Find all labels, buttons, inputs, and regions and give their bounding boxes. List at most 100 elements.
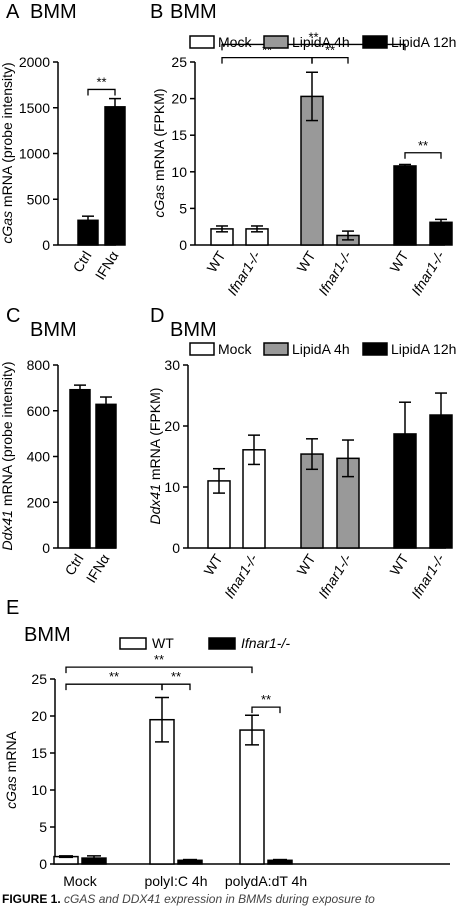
panel-e-legend-swatch [119, 637, 147, 650]
panel-a-letter: A [6, 1, 20, 23]
panel-b-significance-bracket [221, 56, 313, 64]
panel-c-y-axis-label: Ddx41 mRNA (probe intensity) [0, 361, 15, 550]
panel-b-x-tick-label: WT [203, 248, 228, 275]
panel-b-title: BMM [170, 1, 217, 23]
caption-text: cGAS and DDX41 expression in BMMs during… [64, 892, 375, 906]
panel-e-bar [149, 718, 175, 865]
panel-b-y-tick-label: 0 [179, 237, 187, 253]
panel-c-y-tick-label: 600 [27, 403, 51, 419]
panel-e-significance-bracket [251, 706, 281, 714]
panel-e-legend-swatch [208, 637, 236, 650]
panel-b-y-tick-label: 15 [171, 127, 187, 143]
panel-b-significance-label: ** [325, 43, 335, 58]
panel-b-significance-bracket [404, 152, 442, 159]
panel-a-y-tick-label: 2000 [19, 54, 50, 70]
panel-a-x-tick-label: IFNα [92, 248, 122, 282]
panel-d-x-tick-label: Ifnar1-/- [315, 551, 355, 601]
panel-a-y-axis-label: cGas mRNA (probe intensity) [0, 62, 15, 243]
panel-b-significance-label: ** [308, 29, 318, 44]
figure-caption: FIGURE 1. cGAS and DDX41 expression in B… [2, 892, 375, 906]
panel-d-bar [393, 433, 417, 549]
panel-d-legend-swatch [263, 342, 289, 356]
panel-e-y-axis-label: cGas mRNA [3, 730, 19, 808]
panel-a-title: BMM [30, 1, 77, 23]
panel-e-title: BMM [24, 624, 71, 646]
panel-a-significance-bracket [87, 88, 116, 96]
panel-b-y-axis-label: cGas mRNA (FPKM) [151, 88, 167, 217]
panel-d-letter: D [150, 305, 164, 327]
panel-b-legend-label: LipidA 12h [391, 34, 456, 50]
panel-e-y-tick-label: 20 [31, 708, 47, 724]
panel-e-significance-bracket [65, 683, 163, 691]
panel-a-y-tick-label: 1000 [19, 146, 50, 162]
panel-c-y-tick-label: 400 [27, 449, 51, 465]
panel-b-legend-label: LipidA 4h [292, 34, 350, 50]
panel-e-significance-label: ** [171, 669, 181, 684]
panel-e-y-tick-label: 15 [31, 745, 47, 761]
panel-e-y-tick-label: 0 [39, 856, 47, 872]
panel-d-y-axis-label: Ddx41 mRNA (FPKM) [147, 388, 163, 525]
panel-b-bar [393, 165, 417, 246]
panel-b-y-tick-label: 5 [179, 200, 187, 216]
panel-e-x-tick-label: polydA:dT 4h [225, 873, 307, 889]
panel-e-significance-label: ** [154, 652, 164, 667]
panel-b-y-tick-label: 10 [171, 164, 187, 180]
panel-b-significance-bracket [221, 43, 406, 51]
panel-e-significance-bracket [65, 666, 253, 674]
panel-d-legend-label: LipidA 4h [292, 341, 350, 357]
panel-d-x-tick-label: WT [293, 551, 318, 578]
panel-b-x-tick-label: WT [386, 248, 411, 275]
panel-c-y-tick-label: 0 [42, 540, 50, 556]
panel-a-y-tick-label: 0 [42, 237, 50, 253]
panel-d-legend-swatch [189, 342, 215, 356]
panel-b-y-tick-label: 20 [171, 91, 187, 107]
panel-e-y-tick-label: 25 [31, 671, 47, 687]
panel-c-letter: C [6, 305, 20, 327]
panel-c-bar [95, 403, 117, 549]
panel-b-legend-swatch [189, 35, 215, 49]
panel-e-significance-bracket [161, 683, 191, 691]
panel-d-x-tick-label: Ifnar1-/- [221, 551, 261, 601]
panel-d-legend-swatch [362, 342, 388, 356]
panel-a-x-tick-label: Ctrl [69, 248, 94, 275]
panel-d-legend-label: Mock [218, 341, 252, 357]
panel-e-x-tick-label: polyI:C 4h [144, 873, 207, 889]
panel-b-significance-bracket [311, 56, 349, 64]
panel-d-x-tick-label: Ifnar1-/- [408, 551, 448, 601]
panel-b-x-tick-label: Ifnar1-/- [315, 248, 355, 298]
caption-label: FIGURE 1. [2, 892, 61, 906]
panel-e-letter: E [6, 597, 19, 619]
panel-a-bar [77, 219, 99, 246]
panel-d-y-tick-label: 0 [172, 540, 180, 556]
panel-e-significance-label: ** [109, 669, 119, 684]
panel-b-legend-swatch [263, 35, 289, 49]
panel-e-legend-label: Ifnar1-/- [241, 635, 290, 651]
panel-a-bar [104, 106, 126, 246]
panel-d-y-tick-label: 30 [164, 357, 180, 373]
panel-b-x-tick-label: Ifnar1-/- [224, 248, 264, 298]
panel-c-x-tick-label: IFNα [83, 551, 113, 585]
panel-e-y-tick-label: 5 [39, 819, 47, 835]
panel-b-bar [429, 221, 453, 246]
panel-d-y-tick-label: 10 [164, 479, 180, 495]
panel-d-x-tick-label: WT [200, 551, 225, 578]
panel-c-bar [69, 388, 91, 549]
panel-e-bar [239, 729, 265, 865]
panel-e-significance-label: ** [261, 692, 271, 707]
panel-e-x-tick-label: Mock [63, 873, 97, 889]
panel-b-significance-label: ** [262, 43, 272, 58]
panel-d-x-tick-label: WT [386, 551, 411, 578]
panel-d-bar [429, 414, 453, 549]
panel-e-y-tick-label: 10 [31, 782, 47, 798]
panel-e-legend-label: WT [152, 635, 174, 651]
panel-a-y-tick-label: 500 [27, 191, 51, 207]
panel-b-legend-swatch [362, 35, 388, 49]
panel-c-title: BMM [30, 319, 77, 341]
panel-b-letter: B [150, 1, 163, 23]
panel-d-y-tick-label: 20 [164, 418, 180, 434]
panel-c-y-tick-label: 200 [27, 494, 51, 510]
panel-a-significance-label: ** [96, 74, 106, 89]
panel-d-title: BMM [170, 319, 217, 341]
panel-b-significance-label: ** [418, 138, 428, 153]
